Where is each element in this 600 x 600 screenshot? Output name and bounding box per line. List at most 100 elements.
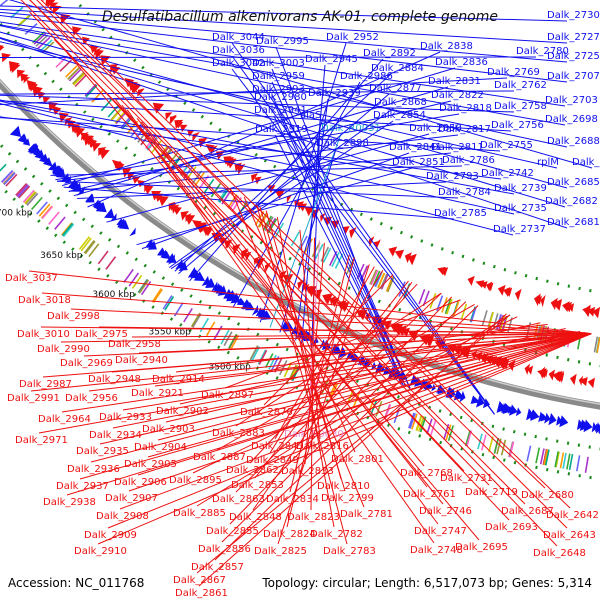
cog-mark <box>446 298 453 315</box>
cog-mark <box>0 0 9 7</box>
gene-arrow <box>174 119 184 129</box>
cog-mark <box>131 274 143 289</box>
gene-arrow <box>129 227 136 237</box>
gene-arrow <box>119 220 130 230</box>
gene-arrow <box>72 182 82 192</box>
cog-mark <box>88 243 100 258</box>
cog-mark <box>61 222 73 236</box>
gene-label-reverse: Dalk_2902 <box>156 406 209 417</box>
genome-title: Desulfatibacillum alkenivorans AK-01, co… <box>101 9 499 25</box>
gene-label-reverse: Dalk_2909 <box>84 530 137 541</box>
gene-label-reverse: Dalk_2921 <box>131 388 184 399</box>
cog-mark <box>526 445 532 462</box>
cog-mark <box>84 83 97 97</box>
gene-arrow <box>540 294 546 308</box>
cog-mark <box>278 360 288 376</box>
leader-line <box>98 326 592 335</box>
gene-label-forward: Dalk_2688 <box>547 136 600 147</box>
leader-line <box>141 152 410 250</box>
scale-label: 3700 kbp <box>0 209 33 219</box>
cog-mark <box>330 383 339 399</box>
cog-mark <box>73 72 86 86</box>
gene-arrow <box>534 296 542 305</box>
gene-arrow <box>205 278 215 288</box>
cog-mark <box>91 89 104 103</box>
gene-label-forward: Dalk_3036 <box>212 45 265 56</box>
gene-label-reverse: Dalk_2903 <box>142 424 195 435</box>
cog-mark <box>54 216 66 230</box>
gene-label-reverse: Dalk_2816 <box>296 441 349 452</box>
cog-mark <box>18 185 31 199</box>
cog-mark <box>230 335 240 350</box>
cog-mark <box>210 183 221 198</box>
leader-line <box>259 206 346 492</box>
gene-label-reverse: Dalk_2823 <box>287 512 340 523</box>
cog-mark <box>408 412 415 429</box>
leader-line <box>169 107 395 268</box>
gene-label-forward: Dalk_2703 <box>545 95 598 106</box>
leader-line <box>68 152 452 192</box>
gene-arrow <box>192 131 200 143</box>
cog-mark <box>418 289 426 305</box>
leader-line <box>107 333 592 529</box>
gene-label-reverse: Dalk_3037 <box>5 273 58 284</box>
cog-mark <box>140 280 152 296</box>
cog-mark <box>555 451 560 468</box>
gene-arrow <box>497 284 506 296</box>
cog-mark <box>37 36 51 49</box>
gene-label-reverse: Dalk_2914 <box>152 374 205 385</box>
cog-mark <box>554 451 559 468</box>
leader-line <box>40 0 571 509</box>
gene-label-reverse: Dalk_2991 <box>7 393 60 404</box>
leader-line <box>232 81 361 308</box>
cog-mark <box>596 336 600 354</box>
leader-line <box>263 274 394 406</box>
gene-arrow <box>570 373 577 386</box>
cog-mark <box>320 246 330 262</box>
cog-mark <box>191 170 203 185</box>
leader-line <box>269 270 384 454</box>
leader-line <box>157 330 581 441</box>
gene-label-reverse: Dalk_2768 <box>400 468 453 479</box>
cog-mark <box>460 303 468 320</box>
gene-label-forward: Dalk_2730 <box>547 10 600 21</box>
gene-arrow <box>158 196 169 207</box>
gene-label-reverse: Dalk_2643 <box>543 530 596 541</box>
gene-arrow <box>36 90 46 100</box>
leader-line <box>0 5 568 22</box>
cog-mark <box>36 201 48 215</box>
gene-label-forward: Dalk_2725 <box>547 51 600 62</box>
gene-label-forward: Dalk_2707 <box>547 71 600 82</box>
gene-label-forward: Dalk_2854 <box>373 110 426 121</box>
cog-mark <box>199 317 210 333</box>
gene-label-forward: Dalk_2850 <box>409 123 462 134</box>
gene-label-forward: Dalk_2681 <box>547 217 600 228</box>
cog-mark <box>499 315 506 332</box>
gene-label-forward: Dalk_2785 <box>434 208 487 219</box>
gene-arrow <box>132 84 142 94</box>
leader-line <box>122 333 592 411</box>
gene-label-forward: Dalk_2698 <box>545 114 598 125</box>
cog-mark <box>83 240 95 254</box>
gene-label-reverse: Dalk_2824 <box>263 529 316 540</box>
cog-mark <box>152 288 163 304</box>
gene-label-forward: Dalk_2980 <box>254 92 307 103</box>
leader-line <box>198 313 507 587</box>
cog-mark <box>39 39 53 52</box>
gene-arrow <box>48 161 58 171</box>
gene-arrow <box>297 280 304 290</box>
gene-arrow <box>578 377 588 386</box>
gene-arrow <box>550 297 558 310</box>
gene-arrow <box>255 258 265 270</box>
leader-line <box>61 333 592 413</box>
gene-arrow <box>382 320 392 331</box>
cog-mark <box>128 272 140 287</box>
gene-label-forward: Dalk_3044 <box>212 32 265 43</box>
gene-label-reverse: Dalk_3018 <box>18 295 71 306</box>
gene-arrow <box>582 305 591 316</box>
leader-line <box>99 333 592 445</box>
gene-arrow <box>544 412 551 424</box>
cog-mark <box>55 55 68 68</box>
gene-arrow <box>17 69 26 79</box>
leader-line <box>0 94 515 113</box>
